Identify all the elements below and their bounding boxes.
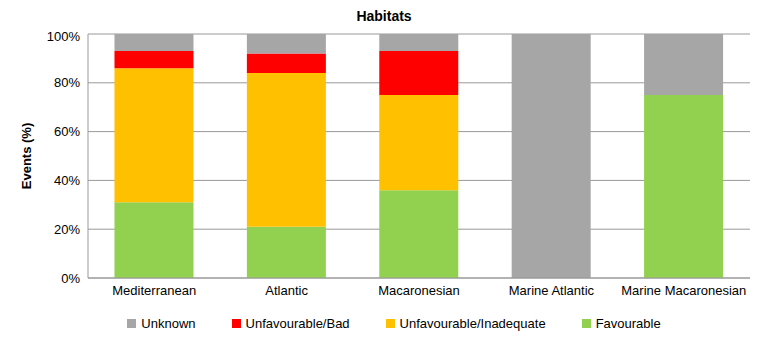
svg-text:0%: 0% (61, 271, 80, 286)
svg-text:Macaronesian: Macaronesian (378, 283, 460, 298)
svg-text:Mediterranean: Mediterranean (112, 283, 196, 298)
html-text:Unfavourable/Bad: Unfavourable/Bad (245, 315, 350, 331)
html-text:Habitats: Habitats (356, 8, 412, 24)
svg-text:Events (%): Events (%) (19, 123, 34, 189)
svg-text:40%: 40% (54, 173, 80, 188)
html-text:Favourable: Favourable (595, 315, 661, 331)
svg-text:Atlantic: Atlantic (265, 283, 308, 298)
svg-text:60%: 60% (54, 124, 80, 139)
svg-text:Marine Macaronesian: Marine Macaronesian (621, 283, 746, 298)
svg-text:Marine Atlantic: Marine Atlantic (509, 283, 595, 298)
html-text:Unknown: Unknown (141, 315, 196, 331)
svg-text:20%: 20% (54, 222, 80, 237)
svg-text:100%: 100% (47, 29, 81, 44)
html-text:Unfavourable/Inadequate: Unfavourable/Inadequate (399, 315, 546, 331)
svg-text:80%: 80% (54, 75, 80, 90)
